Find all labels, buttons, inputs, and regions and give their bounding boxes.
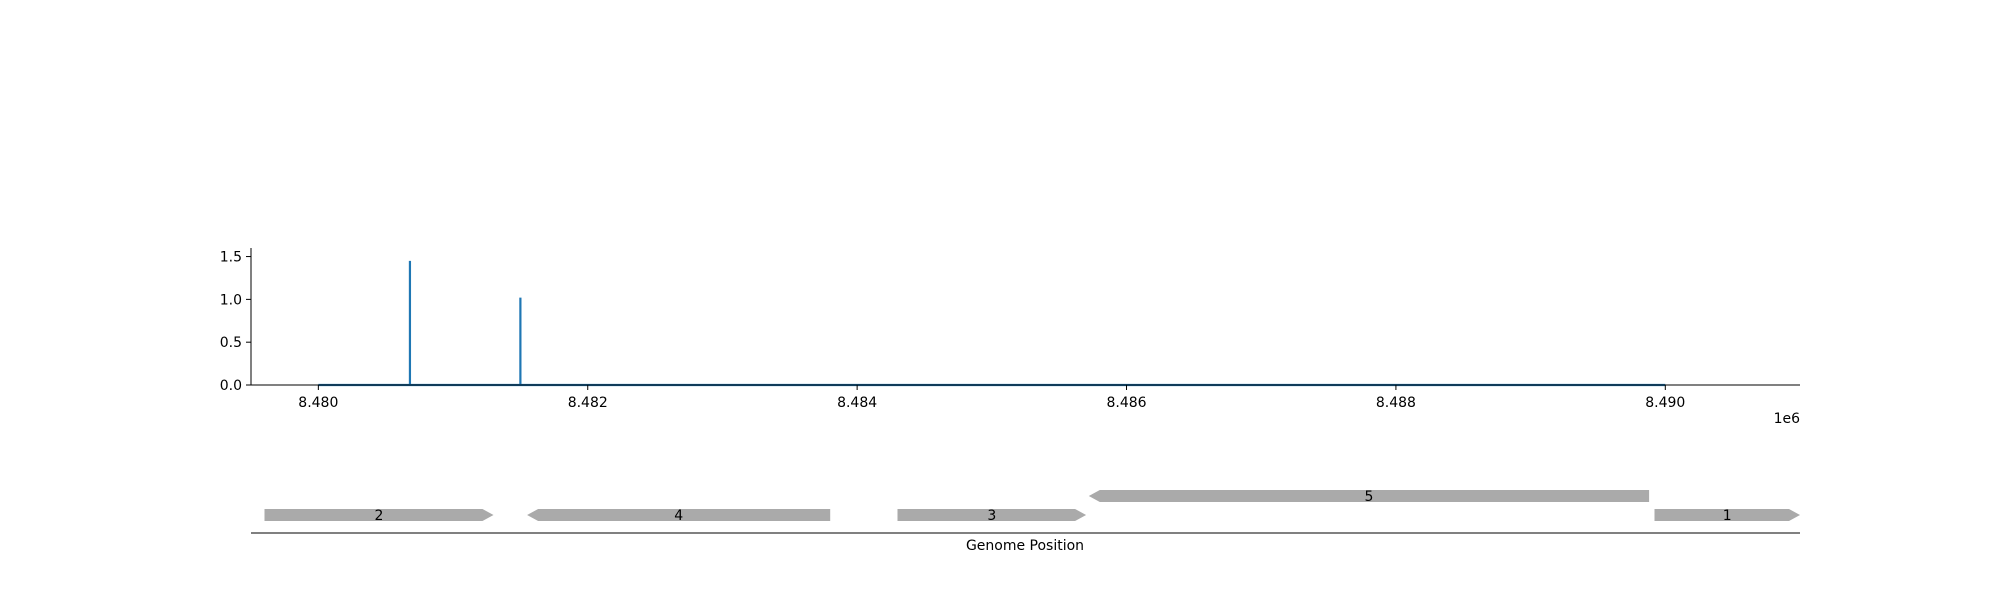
x-tick-label: 8.480 [298,395,338,411]
gene-arrow [264,509,494,521]
series-line [318,260,1666,387]
x-ticks: 8.480 8.482 8.484 8.486 8.488 8.490 [298,385,1685,411]
gene-label: 4 [674,508,683,524]
gene-label: 1 [1723,508,1732,524]
x-tick-label: 8.484 [837,395,877,411]
gene-arrow [1654,509,1800,521]
y-tick-label: 0.0 [220,378,242,394]
gene-arrows: 2 4 3 5 1 [264,489,1800,524]
y-tick-label: 1.0 [220,292,242,308]
x-tick-label: 8.490 [1645,395,1685,411]
x-tick-label: 8.486 [1106,395,1146,411]
x-tick-label: 8.482 [568,395,608,411]
x-axis-label: Genome Position [966,538,1084,554]
coverage-plot: 8.480 8.482 8.484 8.486 8.488 8.490 0.0 0.5 1.0… [220,248,1800,427]
gene-track: 2 4 3 5 1 Genome Position [251,489,1800,554]
y-tick-label: 0.5 [220,335,242,351]
x-tick-label: 8.488 [1376,395,1416,411]
gene-label: 3 [987,508,996,524]
gene-arrow [527,509,831,521]
y-tick-label: 1.5 [220,250,242,266]
x-axis-offset-label: 1e6 [1774,411,1801,427]
y-ticks: 0.0 0.5 1.0 1.5 [220,250,251,394]
gene-arrow [897,509,1087,521]
gene-label: 5 [1365,489,1374,505]
gene-arrow [1088,490,1650,502]
series-group [318,260,1666,387]
gene-label: 2 [374,508,383,524]
